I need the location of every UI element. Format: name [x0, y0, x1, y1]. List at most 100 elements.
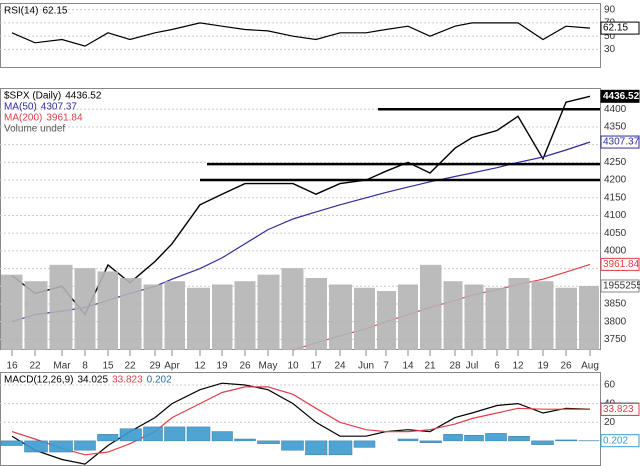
x-tick-label: 24 — [334, 361, 346, 372]
y-tick-label: 3750 — [604, 334, 627, 345]
x-tick-label: 29 — [149, 361, 161, 372]
volume-bar — [120, 277, 142, 350]
y-tick-label: 50 — [604, 31, 616, 42]
x-tick-label: Jun — [358, 361, 374, 372]
histogram-bar — [397, 438, 419, 442]
y-tick-label: 20 — [604, 417, 616, 428]
y-tick-label: 4250 — [604, 157, 627, 168]
volume-bar — [1, 274, 23, 350]
y-tick-label: 60 — [604, 380, 616, 391]
y-tick-label: 90 — [604, 4, 616, 15]
x-tick-label: 12 — [512, 361, 524, 372]
x-tick-label: 22 — [29, 361, 41, 372]
series-line — [11, 22, 591, 47]
histogram-bar — [485, 433, 507, 442]
volume-bar — [143, 284, 163, 350]
volume-bar — [97, 271, 118, 350]
x-tick-label: 19 — [216, 361, 228, 372]
volume-bar — [281, 268, 304, 350]
histogram-bar — [305, 440, 328, 456]
volume-bar — [164, 281, 185, 350]
legend-value: 34.025 — [77, 375, 108, 386]
x-tick-label: 28 — [449, 361, 461, 372]
value-box-label: 33.823 — [603, 404, 634, 415]
histogram-bar — [508, 435, 530, 442]
x-tick-label: Mar — [53, 361, 71, 372]
histogram-bar — [74, 440, 96, 451]
volume-bar — [398, 284, 418, 350]
volume-bar — [212, 284, 233, 350]
x-tick-label: 16 — [6, 361, 18, 372]
panel-title: MACD(12,26,9) — [4, 375, 73, 386]
volume-bar — [508, 277, 530, 350]
y-tick-label: 4350 — [604, 122, 627, 133]
value-box — [600, 434, 640, 448]
x-tick-label: 12 — [194, 361, 206, 372]
histogram-bar — [328, 440, 353, 456]
legend-value: 33.823 — [112, 375, 143, 386]
volume-bar — [354, 287, 375, 350]
legend-value: 4436.52 — [65, 91, 102, 102]
value-box — [600, 279, 640, 293]
value-box — [600, 89, 640, 103]
volume-bar — [579, 285, 599, 350]
value-box-label: 4436.52 — [603, 91, 640, 102]
histogram-bar — [419, 440, 442, 443]
legend-value: 4307.37 — [41, 102, 78, 113]
legend-label: $SPX (Daily) — [4, 91, 61, 102]
volume-bar — [420, 264, 442, 350]
panel-frame — [0, 3, 601, 68]
x-tick-label: Jul — [466, 361, 479, 372]
histogram-bar — [234, 438, 256, 442]
histogram-bar — [0, 440, 23, 446]
histogram-bar — [464, 435, 484, 442]
y-tick-label: 4100 — [604, 210, 627, 221]
x-tick-label: 17 — [310, 361, 322, 372]
volume-bar — [257, 274, 280, 350]
volume-bar — [377, 291, 396, 350]
x-tick-label: 6 — [494, 361, 500, 372]
x-tick-label: 26 — [239, 361, 251, 372]
legend-value: 3961.84 — [46, 113, 83, 124]
series-line — [11, 382, 591, 465]
panel-title: RSI(14) — [4, 6, 38, 17]
y-tick-label: 4050 — [604, 228, 627, 239]
x-tick-label: 15 — [102, 361, 114, 372]
x-tick-label: 26 — [560, 361, 572, 372]
volume-bar — [464, 284, 484, 350]
series-line — [11, 386, 591, 456]
x-tick-label: 7 — [383, 361, 389, 372]
histogram-bar — [353, 440, 376, 448]
legend-label: MA(200) — [4, 113, 42, 124]
x-tick-label: 14 — [402, 361, 414, 372]
x-tick-label: Aug — [581, 361, 599, 372]
y-tick-label: 4400 — [604, 104, 627, 115]
series-line — [11, 95, 591, 316]
value-box-label: 4307.37 — [603, 137, 640, 148]
histogram-bar — [211, 431, 233, 442]
volume-bar — [531, 281, 554, 350]
y-tick-label: 4000 — [604, 246, 627, 257]
volume-bar — [305, 277, 327, 350]
histogram-bar — [531, 440, 554, 445]
histogram-bar — [143, 426, 163, 442]
x-tick-label: 21 — [424, 361, 436, 372]
x-tick-label: 22 — [124, 361, 136, 372]
x-tick-label: May — [259, 361, 278, 372]
histogram-bar — [186, 426, 211, 442]
histogram-bar — [97, 434, 119, 442]
volume-bar — [234, 281, 256, 350]
histogram-bar — [24, 440, 48, 453]
value-box-label: 0.202 — [603, 435, 628, 446]
histogram-bar — [49, 440, 73, 453]
value-box — [600, 402, 640, 416]
x-tick-label: 8 — [82, 361, 88, 372]
x-tick-label: 19 — [537, 361, 549, 372]
histogram-bar — [281, 440, 304, 451]
y-tick-label: 4150 — [604, 192, 627, 203]
value-box — [600, 135, 640, 149]
volume-bar — [443, 281, 463, 350]
histogram-bar — [555, 439, 578, 442]
histogram-bar — [164, 426, 186, 442]
legend-label: MA(50) — [4, 102, 37, 113]
